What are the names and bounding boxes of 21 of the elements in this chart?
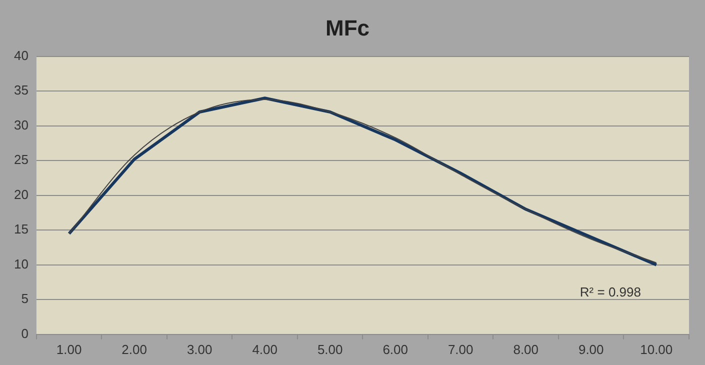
y-tick-label: 5 xyxy=(21,291,28,306)
x-tick-label: 5.00 xyxy=(317,342,343,357)
x-tick-label: 3.00 xyxy=(186,342,212,357)
x-tick-label: 6.00 xyxy=(382,342,408,357)
x-tick-label: 2.00 xyxy=(122,342,147,357)
x-tick-label: 10.00 xyxy=(640,342,673,357)
y-tick-label: 35 xyxy=(14,82,28,98)
x-tick-label: 8.00 xyxy=(513,342,539,357)
x-tick-label: 1.00 xyxy=(56,342,82,357)
annotation: R² = 0.998 xyxy=(580,284,641,300)
y-tick-label: 15 xyxy=(14,222,28,237)
x-tick-label: 4.00 xyxy=(252,342,278,357)
y-tick-label: 10 xyxy=(14,256,28,272)
y-tick-label: 40 xyxy=(14,48,28,63)
y-tick-label: 20 xyxy=(14,186,28,202)
x-tick-label: 9.00 xyxy=(578,342,604,357)
y-tick-label: 30 xyxy=(14,117,28,132)
chart-title: MFc xyxy=(326,15,370,40)
y-tick-label: 0 xyxy=(21,326,28,341)
y-tick-label: 25 xyxy=(14,152,28,168)
x-tick-label: 7.00 xyxy=(448,342,474,357)
